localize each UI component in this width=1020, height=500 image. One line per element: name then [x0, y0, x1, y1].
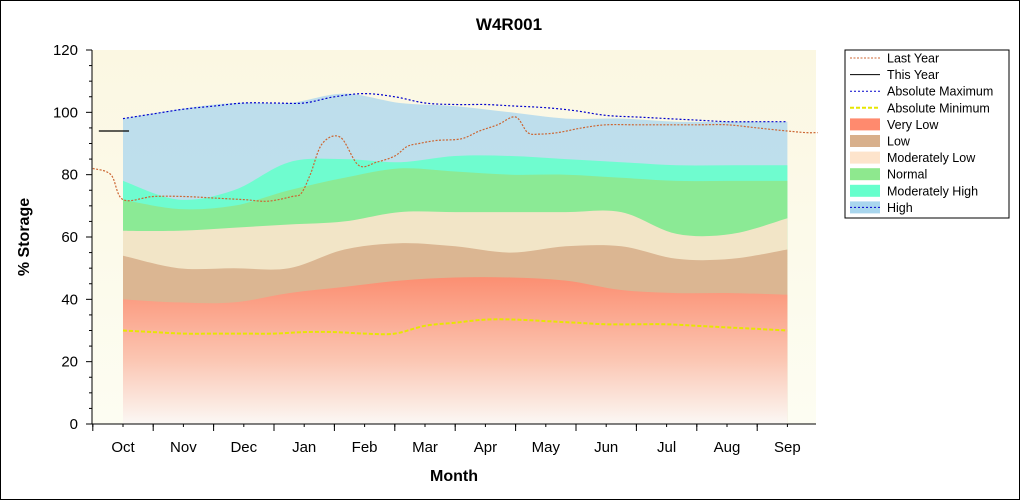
legend-label: This Year	[887, 68, 939, 82]
legend-swatch	[850, 184, 880, 197]
legend-label: Last Year	[887, 52, 939, 66]
x-tick-label: Jun	[594, 439, 618, 456]
x-tick-label: Jul	[657, 439, 676, 456]
y-tick-label: 20	[61, 354, 78, 371]
legend-swatch	[850, 168, 880, 181]
series-line-last-year	[92, 116, 818, 202]
x-tick-label: May	[532, 439, 561, 456]
axes: 0 20 40 60 80 100 120 Oct Nov Dec Jan Feb Mar Apr May J…	[53, 42, 816, 456]
x-tick-label: Apr	[474, 439, 497, 456]
x-tick-label: Dec	[230, 439, 257, 456]
x-tick-label: Sep	[774, 439, 801, 456]
legend-label: Absolute Maximum	[887, 85, 993, 99]
x-tick-label: Jan	[292, 439, 316, 456]
legend-label: Moderately High	[887, 184, 978, 198]
y-tick-label: 120	[53, 42, 78, 59]
legend: Last Year This Year Absolute Maximum Absolu…	[844, 49, 1010, 219]
legend-label: Low	[887, 135, 911, 149]
x-axis-title: Month	[430, 468, 478, 485]
legend-label: Normal	[887, 168, 927, 182]
y-tick-label: 80	[61, 167, 78, 184]
legend-swatch	[850, 135, 880, 147]
band-very-low	[123, 277, 788, 424]
x-tick-label: Feb	[352, 439, 378, 456]
series-line-absolute-minimum	[122, 318, 788, 336]
legend-label: Absolute Minimum	[887, 101, 990, 115]
y-tick-label: 40	[61, 291, 78, 308]
y-tick-label: 100	[53, 104, 78, 121]
y-tick-label: 60	[61, 229, 78, 246]
x-tick-label: Mar	[412, 439, 438, 456]
data-series	[92, 92, 818, 336]
y-axis-title: % Storage	[16, 198, 33, 276]
x-tick-label: Aug	[714, 439, 741, 456]
legend-swatch	[850, 201, 880, 214]
x-tick-label: Oct	[111, 439, 135, 456]
x-tick-label: Nov	[170, 439, 197, 456]
series-line-absolute-maximum	[122, 92, 788, 123]
legend-swatch	[850, 151, 880, 164]
legend-label: High	[887, 201, 913, 215]
storage-bands	[123, 93, 788, 425]
legend-label: Moderately Low	[887, 151, 976, 165]
chart-title: W4R001	[476, 15, 542, 34]
y-tick-label: 0	[70, 416, 78, 433]
legend-label: Very Low	[887, 118, 939, 132]
legend-swatch	[850, 118, 880, 131]
